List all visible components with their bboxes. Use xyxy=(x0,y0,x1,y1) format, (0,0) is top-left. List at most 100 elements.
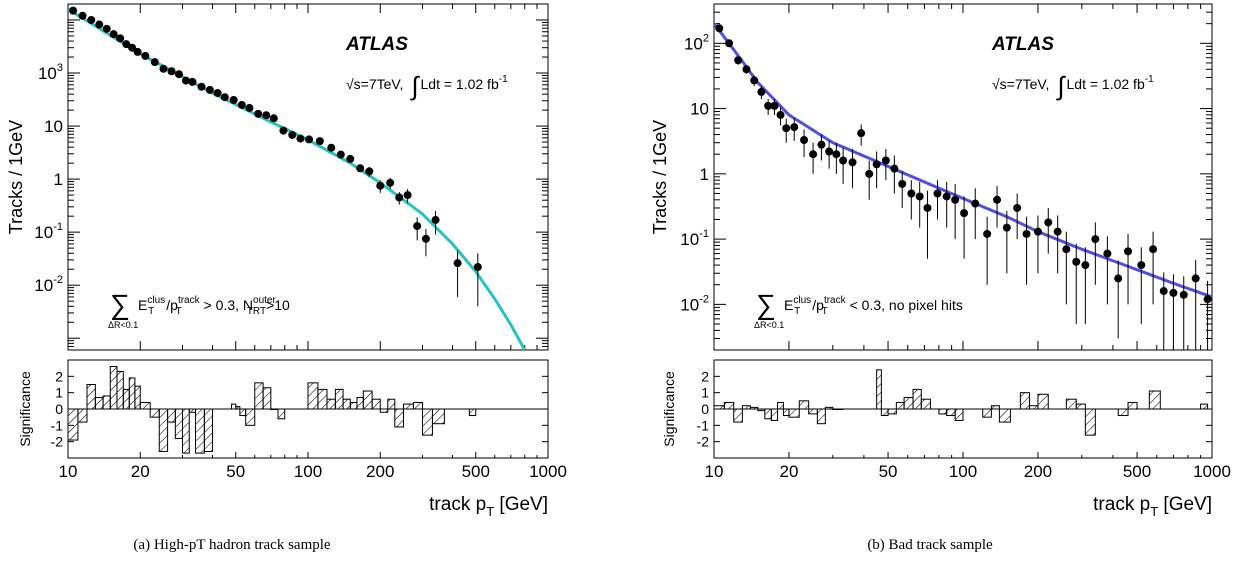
energy-lumi-label: √s=7TeV, ∫ Ldt = 1.02 fb-1 xyxy=(992,71,1154,101)
selection-label: Eclus T/ptrack T > 0.3, Nouter TRT>10 xyxy=(138,295,290,317)
y-axis-label: Tracks / 1GeV xyxy=(650,120,670,234)
significance-bar xyxy=(235,406,241,410)
significance-bar xyxy=(816,408,826,425)
data-point xyxy=(881,156,890,165)
data-point xyxy=(78,11,87,20)
data-point xyxy=(205,85,214,94)
x-tick-label: 20 xyxy=(131,462,150,481)
atlas-label: ATLAS xyxy=(991,34,1054,55)
significance-bar xyxy=(174,408,184,439)
data-point xyxy=(296,134,305,143)
energy-lumi-label: √s=7TeV, ∫ Ldt = 1.02 fb-1 xyxy=(346,71,508,101)
sig-tick-label: 1 xyxy=(701,385,709,401)
data-point xyxy=(395,193,404,202)
significance-bar xyxy=(946,408,956,417)
x-tick-label: 1000 xyxy=(529,462,567,481)
significance-bar xyxy=(167,408,176,423)
significance-bar xyxy=(371,398,381,410)
x-tick-label: 100 xyxy=(949,462,977,481)
significance-bar xyxy=(149,408,160,418)
data-point xyxy=(1033,227,1042,236)
sig-tick-label: -1 xyxy=(51,417,64,433)
significance-bar xyxy=(1037,393,1049,410)
significance-bar xyxy=(203,408,213,452)
data-point xyxy=(133,47,142,56)
x-tick-label: 200 xyxy=(366,462,394,481)
data-point xyxy=(245,103,254,112)
data-point xyxy=(102,24,111,33)
data-point xyxy=(757,87,766,96)
significance-bar xyxy=(757,408,766,412)
data-point xyxy=(1203,295,1212,304)
data-point xyxy=(1072,257,1081,266)
data-point xyxy=(715,24,724,33)
significance-bar xyxy=(1127,401,1138,410)
data-point xyxy=(933,189,942,198)
data-point xyxy=(453,259,462,268)
data-point xyxy=(95,20,104,29)
data-point xyxy=(237,100,246,109)
significance-bar xyxy=(808,408,818,415)
data-point xyxy=(413,222,422,231)
significance-bar xyxy=(468,408,477,417)
significance-bar xyxy=(1200,403,1209,410)
data-point xyxy=(817,140,826,149)
sig-tick-label: 1 xyxy=(55,385,63,401)
data-point xyxy=(872,160,881,169)
data-point xyxy=(69,6,78,15)
y-tick-label: 10 xyxy=(44,117,63,136)
significance-bar xyxy=(254,382,264,410)
x-tick-label: 50 xyxy=(879,462,898,481)
data-point xyxy=(174,70,183,79)
significance-bar xyxy=(422,408,433,436)
significance-bar xyxy=(277,408,286,420)
x-tick-label: 500 xyxy=(462,462,490,481)
y-axis-label: Tracks / 1GeV xyxy=(6,120,26,234)
significance-bar xyxy=(379,408,389,413)
data-point xyxy=(770,101,779,110)
significance-bar xyxy=(1148,390,1161,410)
significance-bar xyxy=(770,408,779,421)
significance-bar xyxy=(876,369,882,410)
significance-bar xyxy=(182,408,190,454)
x-tick-label: 10 xyxy=(705,462,724,481)
data-point xyxy=(1091,235,1100,244)
significance-bar xyxy=(270,408,279,410)
x-tick-label: 50 xyxy=(226,462,245,481)
sig-tick-label: 0 xyxy=(701,401,709,417)
data-point xyxy=(825,147,834,156)
data-point xyxy=(1022,229,1031,238)
data-point xyxy=(1179,290,1188,299)
data-point xyxy=(857,129,866,138)
significance-bar xyxy=(713,405,725,410)
significance-bar xyxy=(102,395,111,410)
significance-bar xyxy=(394,408,405,428)
data-point xyxy=(1149,245,1158,254)
data-point xyxy=(254,109,263,118)
significance-bar xyxy=(982,408,992,418)
data-point xyxy=(776,110,785,119)
data-point xyxy=(150,58,159,67)
data-point xyxy=(403,191,412,200)
significance-bar xyxy=(1084,408,1096,436)
data-point xyxy=(109,30,118,39)
data-point xyxy=(983,229,992,238)
data-point xyxy=(220,93,229,102)
significance-bar xyxy=(239,408,247,417)
data-point xyxy=(229,95,238,104)
significance-bar xyxy=(954,408,964,421)
data-point xyxy=(269,114,278,123)
data-point xyxy=(346,154,355,163)
y-tick-label: 102 xyxy=(684,32,709,53)
data-point xyxy=(305,135,314,144)
significance-bar xyxy=(1065,398,1077,410)
data-point xyxy=(951,195,960,204)
sig-tick-label: 2 xyxy=(701,368,709,384)
data-point xyxy=(1191,274,1200,283)
data-point xyxy=(87,15,96,24)
data-point xyxy=(725,39,734,48)
significance-bar xyxy=(412,401,424,410)
sig-tick-label: -2 xyxy=(51,434,64,450)
significance-bar xyxy=(334,388,344,410)
significance-bar xyxy=(798,400,810,410)
